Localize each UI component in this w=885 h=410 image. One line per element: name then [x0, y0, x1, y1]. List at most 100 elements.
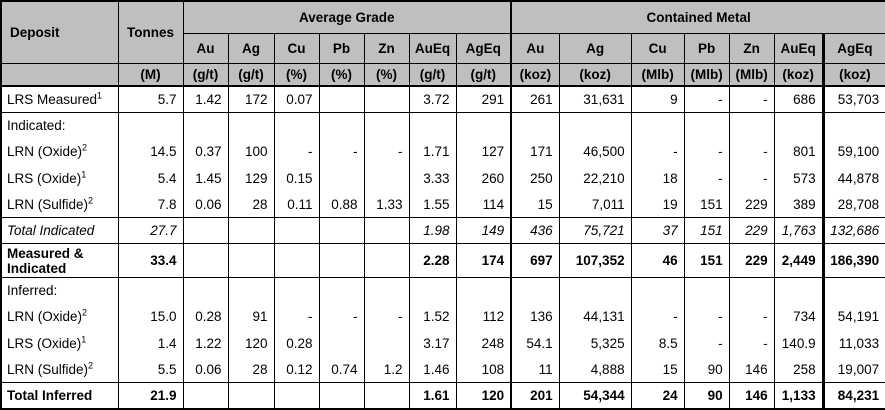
- metal-value-cell: 90: [683, 382, 730, 410]
- grade-value-cell: 291: [455, 85, 512, 113]
- grade-value-cell: 149: [455, 217, 512, 245]
- tonnes-cell: 21.9: [117, 382, 184, 410]
- metal-value-cell: 75,721: [558, 217, 632, 245]
- metal-value-cell: 151: [683, 191, 730, 219]
- metal-value-cell: 54,344: [558, 382, 632, 410]
- grade-value-cell: 3.72: [408, 85, 457, 113]
- metal-value-cell: [728, 111, 775, 139]
- grade-value-cell: [273, 243, 320, 278]
- grade-value-cell: [182, 243, 229, 278]
- deposit-cell: Total Inferred: [0, 382, 119, 410]
- table-row: Inferred:: [0, 276, 885, 304]
- metal-value-cell: 7,011: [558, 191, 632, 219]
- metal-value-cell: -: [683, 138, 730, 165]
- deposit-label: Measured & Indicated: [7, 245, 84, 276]
- grade-value-cell: 3.17: [408, 329, 457, 357]
- metal-value-cell: -: [728, 303, 775, 330]
- header-metal-aueq-unit: (koz): [773, 62, 824, 87]
- metal-value-cell: [558, 276, 632, 304]
- metal-value-cell: 9: [630, 85, 685, 113]
- metal-value-cell: -: [728, 164, 775, 192]
- metal-value-cell: 19,007: [821, 356, 885, 384]
- table-row: LRS (Oxide)1 5.4 1.45 129 0.15 3.33 260 250 22,2…: [0, 164, 885, 192]
- metal-value-cell: [510, 111, 560, 139]
- deposit-label: LRS (Oxide): [7, 335, 82, 351]
- grade-value-cell: 0.07: [273, 85, 320, 113]
- deposit-cell: Indicated:: [0, 111, 119, 139]
- metal-value-cell: [683, 111, 730, 139]
- metal-value-cell: 261: [510, 85, 560, 113]
- grade-value-cell: -: [363, 138, 410, 165]
- grade-value-cell: 1.71: [408, 138, 457, 165]
- deposit-cell: LRN (Oxide)2: [0, 303, 119, 330]
- tonnes-cell: 15.0: [117, 303, 184, 330]
- metal-value-cell: -: [683, 164, 730, 192]
- metal-value-cell: 44,878: [821, 164, 885, 192]
- grade-value-cell: 1.22: [182, 329, 229, 357]
- header-metal-cu-unit: (Mlb): [630, 62, 685, 87]
- header-grade-ag: Ag: [227, 32, 275, 64]
- grade-value-cell: [363, 85, 410, 113]
- grade-value-cell: 1.33: [363, 191, 410, 219]
- table-header: Deposit Tonnes Average Grade Contained M…: [0, 0, 885, 87]
- tonnes-cell: [117, 111, 184, 139]
- header-grade-cu-unit: (%): [273, 62, 320, 87]
- deposit-label: LRN (Oxide): [7, 309, 83, 325]
- metal-value-cell: 44,131: [558, 303, 632, 330]
- metal-value-cell: 37: [630, 217, 685, 245]
- metal-value-cell: 1,133: [773, 382, 824, 410]
- metal-value-cell: 46,500: [558, 138, 632, 165]
- grade-value-cell: 3.33: [408, 164, 457, 192]
- grade-value-cell: 1.45: [182, 164, 229, 192]
- grade-value-cell: [363, 329, 410, 357]
- grade-value-cell: [182, 217, 229, 245]
- grade-value-cell: 100: [227, 138, 275, 165]
- grade-value-cell: [227, 243, 275, 278]
- grade-value-cell: 120: [455, 382, 512, 410]
- metal-value-cell: [558, 111, 632, 139]
- grade-value-cell: [227, 382, 275, 410]
- header-group-row: Deposit Tonnes Average Grade Contained M…: [0, 0, 885, 64]
- grade-value-cell: 172: [227, 85, 275, 113]
- metal-value-cell: 151: [683, 243, 730, 278]
- grade-value-cell: [227, 276, 275, 304]
- header-grade-zn: Zn: [363, 32, 410, 64]
- grade-value-cell: [363, 276, 410, 304]
- grade-value-cell: 127: [455, 138, 512, 165]
- grade-value-cell: 0.12: [273, 356, 320, 384]
- deposit-cell: Inferred:: [0, 276, 119, 304]
- metal-value-cell: 24: [630, 382, 685, 410]
- header-tonnes-unit: (M): [117, 62, 184, 87]
- grade-value-cell: -: [318, 303, 365, 330]
- grade-value-cell: [363, 243, 410, 278]
- table-row: LRS (Oxide)1 1.4 1.22 120 0.28 3.17 248 54.1 5,3…: [0, 329, 885, 357]
- header-metal-cu: Cu: [630, 32, 685, 64]
- grade-value-cell: 1.61: [408, 382, 457, 410]
- metal-value-cell: 201: [510, 382, 560, 410]
- metal-value-cell: 11,033: [821, 329, 885, 357]
- deposit-label: LRS Measured: [7, 91, 98, 107]
- metal-value-cell: 140.9: [773, 329, 824, 357]
- deposit-cell: Measured & Indicated: [0, 243, 119, 278]
- metal-value-cell: 107,352: [558, 243, 632, 278]
- tonnes-cell: 1.4: [117, 329, 184, 357]
- grade-value-cell: [363, 111, 410, 139]
- metal-value-cell: 250: [510, 164, 560, 192]
- grade-value-cell: 0.06: [182, 191, 229, 219]
- grade-value-cell: -: [318, 138, 365, 165]
- metal-value-cell: 229: [728, 217, 775, 245]
- grade-value-cell: 1.46: [408, 356, 457, 384]
- metal-value-cell: 46: [630, 243, 685, 278]
- grade-value-cell: [227, 217, 275, 245]
- header-metal-ag-unit: (koz): [558, 62, 632, 87]
- metal-value-cell: 54.1: [510, 329, 560, 357]
- deposit-cell: LRN (Sulfide)2: [0, 356, 119, 384]
- table-row: Total Indicated 27.7 1.98 149 436 75,721 37 151…: [0, 217, 885, 245]
- metal-value-cell: [728, 276, 775, 304]
- grade-value-cell: 0.28: [273, 329, 320, 357]
- metal-value-cell: 53,703: [821, 85, 885, 113]
- grade-value-cell: -: [273, 138, 320, 165]
- grade-value-cell: 0.15: [273, 164, 320, 192]
- header-metal-aueq: AuEq: [773, 32, 824, 64]
- metal-value-cell: 90: [683, 356, 730, 384]
